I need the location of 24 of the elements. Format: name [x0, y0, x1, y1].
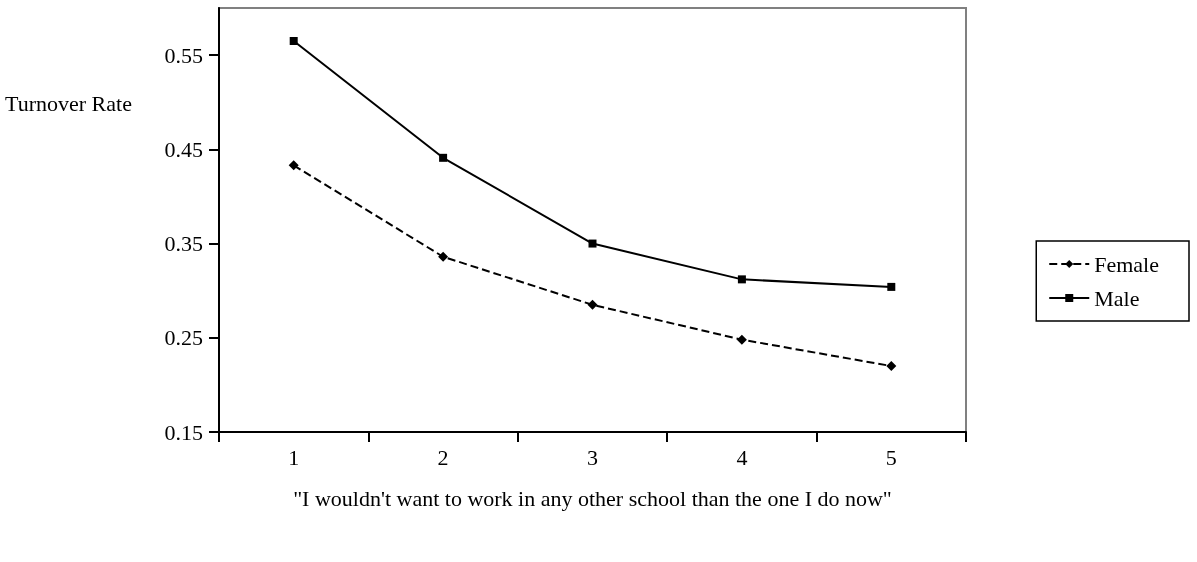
point	[887, 282, 896, 291]
point	[439, 153, 448, 162]
y-tick-label: 0.25	[164, 325, 203, 351]
y-tick-label: 0.55	[164, 42, 203, 68]
x-tick-label: 5	[885, 444, 897, 470]
y-axis-title: Turnover Rate	[5, 90, 132, 116]
point	[288, 160, 299, 171]
legend-label: Male	[1094, 285, 1140, 311]
point	[886, 361, 897, 372]
x-tick-label: 1	[288, 444, 300, 470]
y-tick-label: 0.35	[164, 231, 203, 257]
y-tick-label: 0.15	[164, 419, 203, 445]
x-tick-label: 2	[437, 444, 449, 470]
legend-label: Female	[1094, 251, 1160, 277]
point	[737, 275, 746, 284]
x-axis-title: "I wouldn't want to work in any other school than the one I do now"	[293, 485, 892, 511]
point	[438, 251, 449, 262]
x-tick-label: 3	[587, 444, 598, 470]
x-tick-label: 4	[736, 444, 748, 470]
point	[736, 334, 747, 345]
point	[588, 239, 597, 248]
y-tick-label: 0.45	[164, 136, 203, 162]
point	[289, 36, 298, 45]
point	[587, 299, 598, 310]
